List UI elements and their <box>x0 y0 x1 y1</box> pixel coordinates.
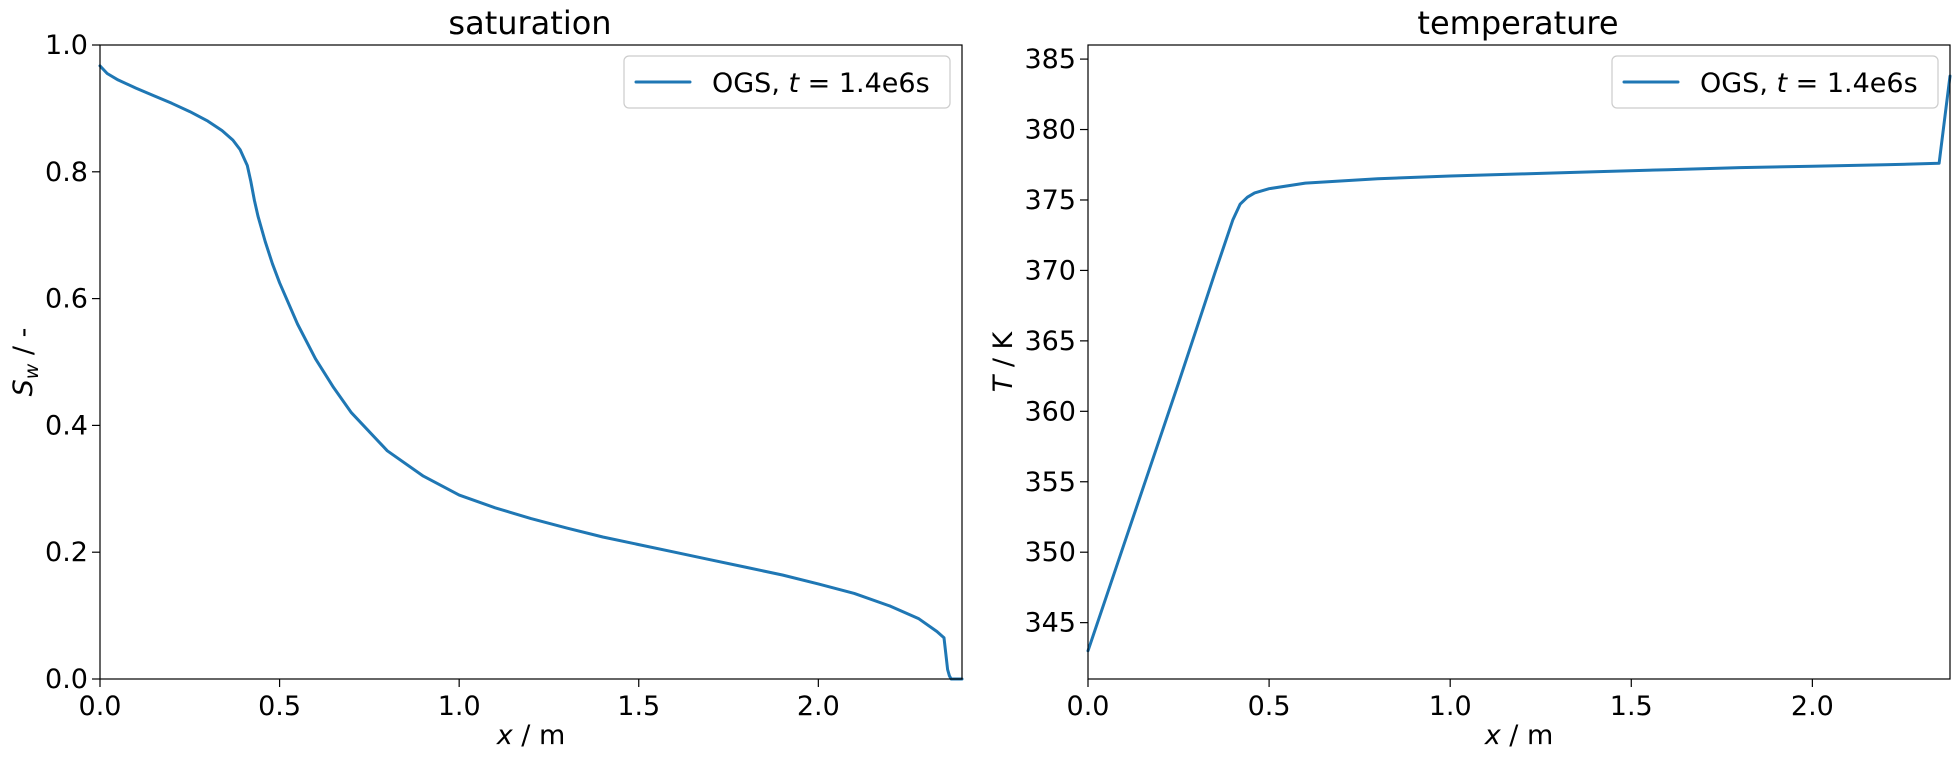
temperature-y-tick-label: 370 <box>1024 255 1076 286</box>
temperature-legend-post: = 1.4e6s <box>1787 68 1918 99</box>
temperature-y-tick-label: 380 <box>1024 115 1076 146</box>
temperature-series-line <box>1086 74 1952 653</box>
saturation-y-tick-label: 0.4 <box>45 410 88 441</box>
temperature-x-tick-label: 1.0 <box>1429 691 1472 722</box>
temperature-y-tick-label: 350 <box>1024 537 1076 568</box>
saturation-y-tick-label: 1.0 <box>45 30 88 61</box>
saturation-y-tick-label: 0.0 <box>45 664 88 695</box>
saturation-y-unit: / - <box>8 328 39 364</box>
temperature-legend: OGS, t = 1.4e6s <box>1611 55 1939 109</box>
temperature-y-tick-label: 365 <box>1024 326 1076 357</box>
temperature-panel: temperature 0.0 0.5 1.0 1.5 2.0 345 350 355 360… <box>988 4 1952 751</box>
saturation-y-axis-label: Sw / - <box>8 328 43 397</box>
temperature-x-ticks: 0.0 0.5 1.0 1.5 2.0 <box>1067 679 1834 722</box>
temperature-x-tick-label: 0.0 <box>1067 691 1110 722</box>
temperature-y-axis-label: T / K <box>988 330 1019 392</box>
saturation-x-ticks: 0.0 0.5 1.0 1.5 2.0 <box>79 679 840 722</box>
temperature-y-unit: / K <box>988 330 1019 375</box>
temperature-legend-box <box>1611 55 1939 109</box>
saturation-legend-label: OGS, t = 1.4e6s <box>712 68 930 99</box>
saturation-x-tick-label: 0.5 <box>258 691 301 722</box>
saturation-y-var: S <box>8 379 39 396</box>
saturation-y-tick-label: 0.6 <box>45 284 88 315</box>
saturation-legend-box <box>623 55 951 109</box>
saturation-title: saturation <box>448 4 611 42</box>
saturation-series-line <box>98 64 964 681</box>
saturation-x-var: x <box>496 720 514 751</box>
temperature-x-tick-label: 2.0 <box>1791 691 1834 722</box>
saturation-panel: saturation 0.0 0.5 1.0 1.5 2.0 0.00.20.40.60… <box>8 4 964 751</box>
saturation-x-tick-label: 1.0 <box>438 691 481 722</box>
temperature-y-tick-label: 375 <box>1024 185 1076 216</box>
temperature-x-unit: / m <box>1501 720 1554 751</box>
temperature-y-ticks: 345 350 355 360 365 370 375 380 385 <box>1024 44 1088 639</box>
saturation-axes-frame <box>99 44 963 680</box>
temperature-legend-label: OGS, t = 1.4e6s <box>1700 68 1918 99</box>
temperature-x-axis-label: x / m <box>1484 720 1554 751</box>
saturation-plot-area <box>98 64 964 681</box>
saturation-x-unit: / m <box>513 720 566 751</box>
saturation-legend-pre: OGS, <box>712 68 788 99</box>
saturation-x-tick-label: 2.0 <box>797 691 840 722</box>
temperature-plot-area <box>1086 74 1952 653</box>
temperature-title: temperature <box>1417 4 1618 42</box>
saturation-y-ticks: 0.0 0.2 0.4 0.6 0.8 1.0 <box>45 30 100 695</box>
saturation-x-tick-label: 0.0 <box>79 691 122 722</box>
saturation-legend-post: = 1.4e6s <box>799 68 930 99</box>
temperature-legend-var: t <box>1776 68 1788 99</box>
temperature-y-var: T <box>988 373 1019 392</box>
temperature-legend-pre: OGS, <box>1700 68 1776 99</box>
temperature-x-tick-label: 1.5 <box>1610 691 1653 722</box>
saturation-y-tick-label: 0.8 <box>45 157 88 188</box>
saturation-y-tick-label: 0.2 <box>45 537 88 568</box>
temperature-x-tick-label: 0.5 <box>1248 691 1291 722</box>
temperature-x-var: x <box>1484 720 1502 751</box>
temperature-y-tick-label: 385 <box>1024 44 1076 75</box>
temperature-y-tick-label: 360 <box>1024 396 1076 427</box>
saturation-x-tick-label: 1.5 <box>617 691 660 722</box>
temperature-y-tick-label: 355 <box>1024 467 1076 498</box>
saturation-legend: OGS, t = 1.4e6s <box>623 55 951 109</box>
saturation-legend-var: t <box>788 68 800 99</box>
saturation-x-axis-label: x / m <box>496 720 566 751</box>
saturation-y-sub: w <box>21 363 43 379</box>
temperature-y-tick-label: 345 <box>1024 608 1076 639</box>
temperature-axes-frame <box>1087 44 1951 680</box>
